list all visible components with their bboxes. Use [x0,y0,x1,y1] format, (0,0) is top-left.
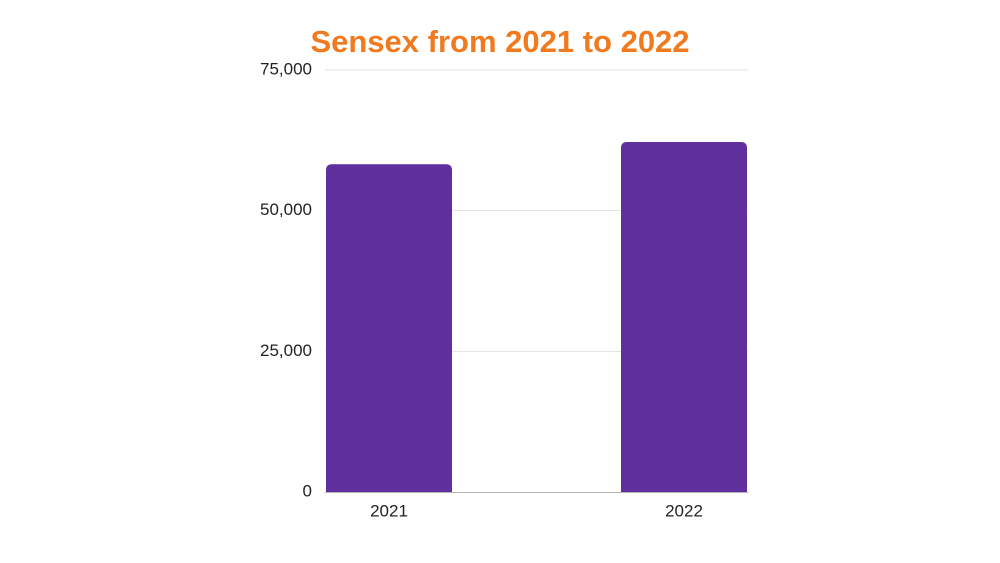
x-axis-ticks: 2021 2022 [370,501,703,520]
y-tick-label: 25,000 [260,341,312,360]
y-axis-ticks: 0 25,000 50,000 75,000 [260,59,312,500]
bar-2022 [621,142,747,492]
y-tick-label: 75,000 [260,59,312,78]
y-tick-label: 0 [303,481,312,500]
x-tick-label: 2021 [370,501,408,520]
bars [326,142,747,492]
x-tick-label: 2022 [665,501,703,520]
y-tick-label: 50,000 [260,200,312,219]
chart-title: Sensex from 2021 to 2022 [310,24,690,59]
bar-2021 [326,164,452,492]
